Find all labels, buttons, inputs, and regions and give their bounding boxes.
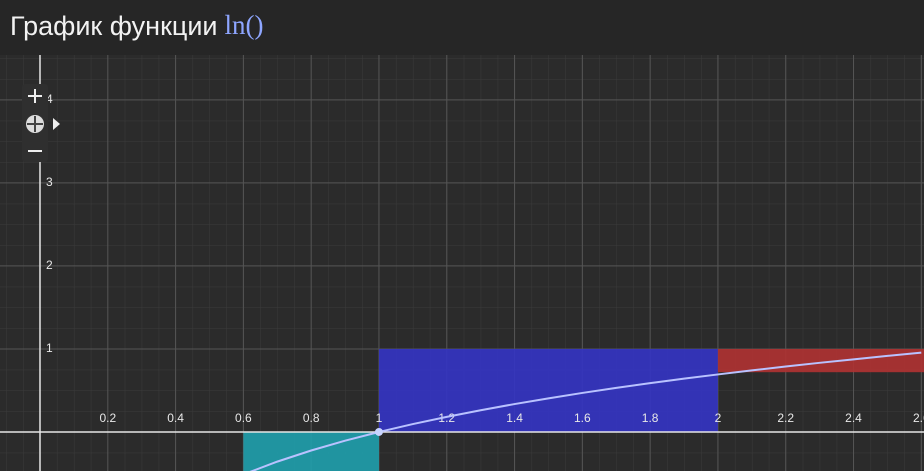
- y-tick-label: 3: [46, 175, 53, 189]
- title-bar: [0, 0, 924, 55]
- pan[interactable]: [26, 115, 60, 133]
- x-tick-label: 1.6: [574, 411, 591, 425]
- x-tick-label: 2.4: [845, 411, 862, 425]
- plot-area: 0.2 0.4 0.6 0.8 1 1.2 1.4 1.6 1.8 2 2.2 2.4 2.6 1 2 3 4: [0, 55, 924, 471]
- x-tick-label: 1.2: [438, 411, 455, 425]
- y-tick-label: 1: [46, 341, 53, 355]
- title-function: ln(): [225, 10, 264, 40]
- x-tick-label: 0.8: [303, 411, 320, 425]
- title: График функции ln(): [10, 10, 264, 41]
- x-tick-label: 2.2: [777, 411, 794, 425]
- x-tick-label: 1.4: [506, 411, 523, 425]
- region: [378, 348, 718, 432]
- y-tick-label: 2: [46, 258, 53, 272]
- zoom-in[interactable]: [28, 89, 42, 103]
- x-tick-label: 0.2: [99, 411, 116, 425]
- zoom-controls[interactable]: [22, 84, 60, 162]
- x-tick-label: 0.6: [235, 411, 252, 425]
- function-curve: [249, 351, 922, 471]
- y-tick-label: 4: [46, 92, 53, 106]
- region: [717, 348, 924, 373]
- x-tick-label: 1: [376, 411, 383, 425]
- point: [374, 427, 383, 436]
- title-text: График функции: [10, 11, 218, 41]
- x-tick-label: 2.6: [913, 411, 924, 425]
- x-tick-label: 2: [715, 411, 722, 425]
- x-tick-label: 0.4: [167, 411, 184, 425]
- x-tick-label: 1.8: [642, 411, 659, 425]
